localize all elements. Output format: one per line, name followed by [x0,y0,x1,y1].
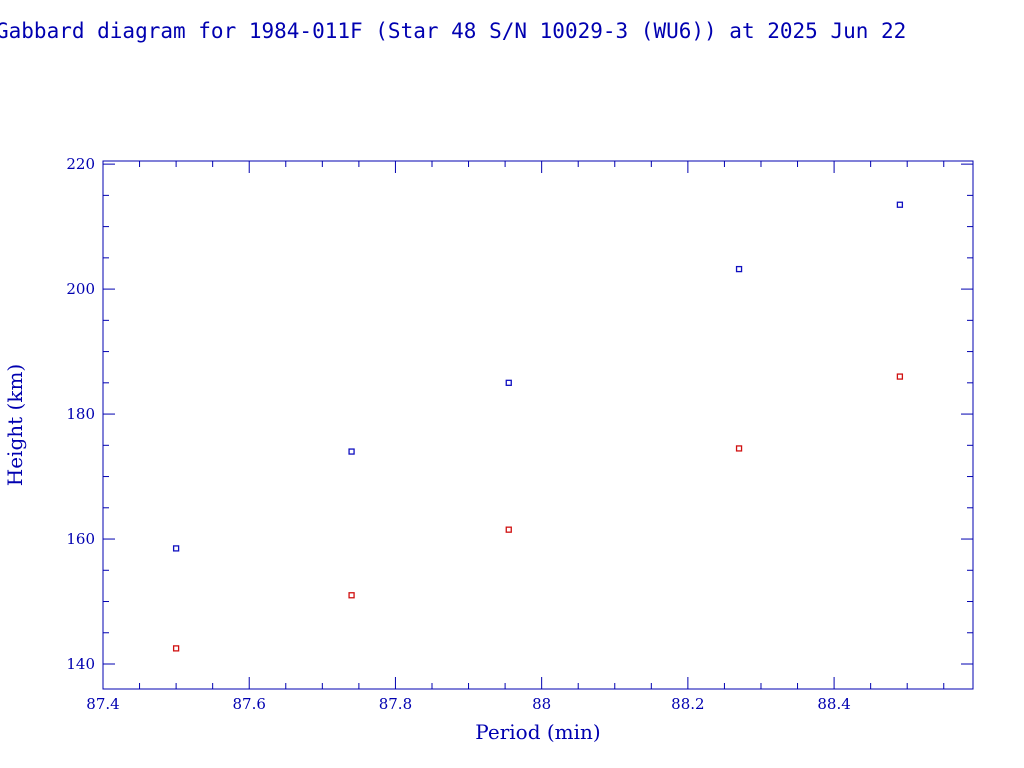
data-point-series-2 [896,373,904,380]
chart-title: Gabbard diagram for 1984-011F (Star 48 S… [0,19,906,43]
y-tick-label: 200 [66,280,95,298]
x-tick-label: 87.4 [86,695,119,713]
data-point-series-2 [735,445,743,452]
data-points [172,201,904,652]
plot-frame [102,160,974,690]
y-tick-label: 220 [66,155,95,173]
data-point-series-2 [348,592,355,599]
x-tick-label: 88.4 [817,695,850,713]
x-tick-label: 88.2 [671,695,704,713]
axis-ticks [102,161,973,689]
y-axis-label: Height (km) [3,364,27,486]
tick-labels: 87.4 87.6 87.8 88 88.2 88.4 140 160 180 200 220 [66,155,850,713]
data-point-series-1 [896,201,904,208]
y-tick-label: 180 [66,405,95,423]
x-tick-label: 87.8 [379,695,412,713]
data-point-series-2 [505,526,512,533]
data-point-series-2 [172,645,180,652]
data-point-series-1 [505,379,512,386]
x-axis-label: Period (min) [475,720,600,744]
y-tick-label: 140 [66,655,95,673]
data-point-series-1 [735,265,743,273]
data-point-series-1 [348,448,355,455]
x-tick-label: 87.6 [233,695,266,713]
data-point-series-1 [172,545,180,552]
y-tick-label: 160 [66,530,95,548]
x-tick-label: 88 [532,695,551,713]
